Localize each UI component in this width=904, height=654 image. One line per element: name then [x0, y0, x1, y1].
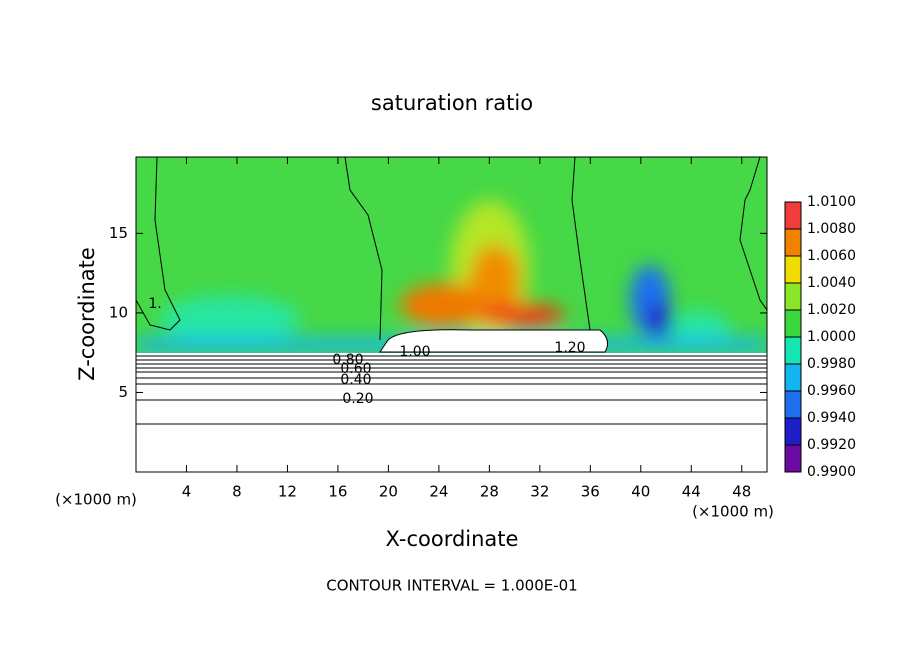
x-tick-label: 20: [379, 483, 398, 501]
colorbar-band: [785, 364, 801, 391]
contour-label: 1.00: [399, 344, 430, 360]
y-tick-label: 15: [109, 224, 128, 242]
colorbar-band: [785, 229, 801, 256]
plot-frame: [135, 156, 768, 473]
colorbar-tick-label: 1.0020: [807, 302, 856, 318]
contour-label: 0.80: [332, 352, 363, 368]
x-tick-label: 24: [429, 483, 448, 501]
x-unit: (×1000 m): [55, 491, 137, 509]
colorbar-tick-label: 1.0080: [807, 221, 856, 237]
x-tick-label: 8: [232, 483, 242, 501]
x-tick-label: 16: [328, 483, 347, 501]
colorbar-band: [785, 310, 801, 337]
colorbar-band: [785, 337, 801, 364]
colorbar-tick-label: 0.9980: [807, 356, 856, 372]
colorbar-tick-label: 1.0100: [807, 194, 856, 210]
x-tick-label: 32: [530, 483, 549, 501]
colorbar-band: [785, 445, 801, 472]
field: [136, 157, 767, 472]
contour-label: 1.: [148, 296, 161, 312]
chart-title: saturation ratio: [371, 91, 533, 115]
colorbar-band: [785, 418, 801, 445]
y-axis-label: Z-coordinate: [75, 247, 99, 381]
contour-label: 0.20: [342, 391, 373, 407]
colorbar-tick-label: 0.9920: [807, 437, 856, 453]
y-unit: (×1000 m): [692, 503, 774, 521]
colorbar-tick-label: 1.0060: [807, 248, 856, 264]
y-tick-label: 5: [118, 383, 128, 401]
colorbar-tick-label: 1.0000: [807, 329, 856, 345]
x-tick-label: 48: [732, 483, 751, 501]
colorbar-tick-label: 1.0040: [807, 275, 856, 291]
colorbar-band: [785, 283, 801, 310]
x-tick-label: 12: [278, 483, 297, 501]
y-tick-label: 10: [109, 303, 128, 321]
colorbar-band: [785, 256, 801, 283]
colorbar-band: [785, 391, 801, 418]
contour-interval-note: CONTOUR INTERVAL = 1.000E-01: [326, 577, 577, 595]
x-axis-label: X-coordinate: [386, 527, 519, 551]
colorbar-band: [785, 202, 801, 229]
contour-label: 0.60: [340, 361, 371, 377]
x-tick-label: 36: [581, 483, 600, 501]
colorbar-tick-label: 0.9960: [807, 383, 856, 399]
x-tick-label: 44: [682, 483, 701, 501]
x-tick-label: 4: [182, 483, 192, 501]
contour-label: 0.40: [340, 372, 371, 388]
contour-label: 1.20: [554, 340, 585, 356]
colorbar-tick-label: 0.9940: [807, 410, 856, 426]
x-tick-label: 40: [631, 483, 650, 501]
colorbar-tick-label: 0.9900: [807, 464, 856, 480]
x-tick-label: 28: [480, 483, 499, 501]
